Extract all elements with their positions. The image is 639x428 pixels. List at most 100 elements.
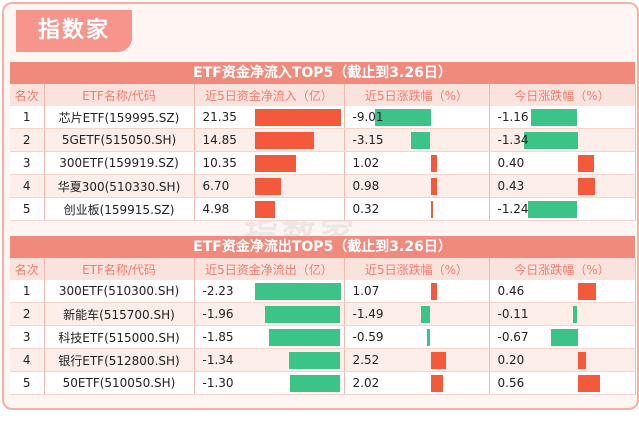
outflow-section: ETF资金净流出TOP5（截止到3.26日） 名次 ETF名称/代码 近5日资金… xyxy=(10,236,636,395)
ret5-bar xyxy=(430,178,437,195)
etf-name-cell: 华夏300(510330.SH) xyxy=(44,174,195,198)
flow-cell: 4.98 xyxy=(194,197,345,221)
inflow-section: ETF资金净流入TOP5（截止到3.26日） 名次 ETF名称/代码 近5日资金… xyxy=(10,62,636,221)
table-row: 3 300ETF(159919.SZ) 10.35 1.02 0.40 xyxy=(10,151,636,175)
flow-value: 4.98 xyxy=(202,202,230,216)
flow-cell: -1.96 xyxy=(194,302,345,326)
brand-logo: 指数家 xyxy=(16,10,132,52)
table-row: 4 华夏300(510330.SH) 6.70 0.98 0.43 xyxy=(10,174,636,198)
col-header-outflow: 近5日资金净流出（亿） xyxy=(194,258,345,280)
today-value: -0.11 xyxy=(497,307,529,321)
today-cell: 0.56 xyxy=(489,371,636,395)
flow-bar xyxy=(254,155,297,172)
table-row: 1 芯片ETF(159995.SZ) 21.35 -9.01 -1.16 xyxy=(10,106,636,129)
flow-value: -1.30 xyxy=(202,376,234,390)
outflow-title: ETF资金净流出TOP5（截止到3.26日） xyxy=(10,236,635,258)
today-value: 0.46 xyxy=(497,284,525,298)
col-header-inflow: 近5日资金净流入（亿） xyxy=(194,84,345,106)
rank-cell: 5 xyxy=(10,371,45,395)
ret5-bar xyxy=(430,201,433,218)
flow-value: 14.85 xyxy=(202,133,237,147)
col-header-rank: 名次 xyxy=(10,258,45,280)
ret5-cell: -3.15 xyxy=(344,128,490,152)
table-row: 4 银行ETF(512800.SH) -1.34 2.52 0.20 xyxy=(10,348,636,372)
flow-cell: 21.35 xyxy=(194,106,345,129)
today-value: -1.34 xyxy=(497,133,529,147)
flow-cell: -1.85 xyxy=(194,325,345,349)
ret5-bar xyxy=(430,155,437,172)
ret5-value: -1.49 xyxy=(352,307,384,321)
today-bar xyxy=(523,132,578,149)
ret5-cell: 1.02 xyxy=(344,151,490,175)
ret5-cell: -9.01 xyxy=(344,106,490,129)
etf-name-cell: 300ETF(159919.SZ) xyxy=(44,151,195,175)
flow-bar xyxy=(264,306,341,323)
table-row: 2 新能车(515700.SH) -1.96 -1.49 -0.11 xyxy=(10,302,636,326)
today-cell: -0.67 xyxy=(489,325,636,349)
ret5-cell: 2.02 xyxy=(344,371,490,395)
ret5-bar xyxy=(430,283,438,300)
ret5-value: -9.01 xyxy=(352,110,384,124)
flow-cell: 6.70 xyxy=(194,174,345,198)
today-value: 0.43 xyxy=(497,179,525,193)
today-bar xyxy=(577,283,597,300)
flow-value: -2.23 xyxy=(202,284,234,298)
today-cell: -1.24 xyxy=(489,197,636,221)
flow-value: 10.35 xyxy=(202,156,237,170)
ret5-value: 0.32 xyxy=(352,202,380,216)
table-row: 5 创业板(159915.SZ) 4.98 0.32 -1.24 xyxy=(10,197,636,221)
rank-cell: 1 xyxy=(10,280,45,303)
col-header-rank: 名次 xyxy=(10,84,45,106)
etf-name-cell: 科技ETF(515000.SH) xyxy=(44,325,195,349)
inflow-table: 名次 ETF名称/代码 近5日资金净流入（亿） 近5日涨跌幅（%） 今日涨跌幅（… xyxy=(10,84,636,221)
flow-cell: 10.35 xyxy=(194,151,345,175)
flow-bar xyxy=(254,132,315,149)
ret5-value: 0.98 xyxy=(352,179,380,193)
flow-bar xyxy=(254,109,341,126)
col-header-ret5: 近5日涨跌幅（%） xyxy=(344,84,490,106)
ret5-cell: 2.52 xyxy=(344,348,490,372)
flow-cell: 14.85 xyxy=(194,128,345,152)
table-row: 1 300ETF(510300.SH) -2.23 1.07 0.46 xyxy=(10,280,636,303)
rank-cell: 2 xyxy=(10,302,45,326)
today-cell: 0.43 xyxy=(489,174,636,198)
ret5-cell: 0.98 xyxy=(344,174,490,198)
flow-value: -1.96 xyxy=(202,307,234,321)
etf-name-cell: 新能车(515700.SH) xyxy=(44,302,195,326)
ret5-bar xyxy=(430,352,447,369)
today-bar xyxy=(577,178,595,195)
ret5-bar xyxy=(374,109,431,126)
flow-value: -1.85 xyxy=(202,330,234,344)
today-value: 0.40 xyxy=(497,156,525,170)
rank-cell: 4 xyxy=(10,348,45,372)
ret5-value: -3.15 xyxy=(352,133,384,147)
etf-name-cell: 创业板(159915.SZ) xyxy=(44,197,195,221)
today-value: 0.56 xyxy=(497,376,525,390)
today-value: -0.67 xyxy=(497,330,529,344)
today-value: -1.24 xyxy=(497,202,529,216)
col-header-today: 今日涨跌幅（%） xyxy=(489,258,636,280)
today-bar xyxy=(577,352,586,369)
col-header-ret5: 近5日涨跌幅（%） xyxy=(344,258,490,280)
flow-bar xyxy=(254,178,282,195)
col-header-name: ETF名称/代码 xyxy=(44,258,195,280)
today-bar xyxy=(550,329,578,346)
flow-cell: -1.34 xyxy=(194,348,345,372)
flow-bar xyxy=(254,283,341,300)
etf-name-cell: 5GETF(515050.SH) xyxy=(44,128,195,152)
rank-cell: 4 xyxy=(10,174,45,198)
etf-name-cell: 芯片ETF(159995.SZ) xyxy=(44,106,195,129)
outflow-table: 名次 ETF名称/代码 近5日资金净流出（亿） 近5日涨跌幅（%） 今日涨跌幅（… xyxy=(10,258,636,395)
ret5-cell: -0.59 xyxy=(344,325,490,349)
etf-name-cell: 300ETF(510300.SH) xyxy=(44,280,195,303)
flow-cell: -1.30 xyxy=(194,371,345,395)
col-header-today: 今日涨跌幅（%） xyxy=(489,84,636,106)
rank-cell: 3 xyxy=(10,325,45,349)
flow-cell: -2.23 xyxy=(194,280,345,303)
col-header-name: ETF名称/代码 xyxy=(44,84,195,106)
ret5-value: -0.59 xyxy=(352,330,384,344)
ret5-bar xyxy=(430,375,444,392)
ret5-cell: 1.07 xyxy=(344,280,490,303)
today-cell: -0.11 xyxy=(489,302,636,326)
rank-cell: 2 xyxy=(10,128,45,152)
